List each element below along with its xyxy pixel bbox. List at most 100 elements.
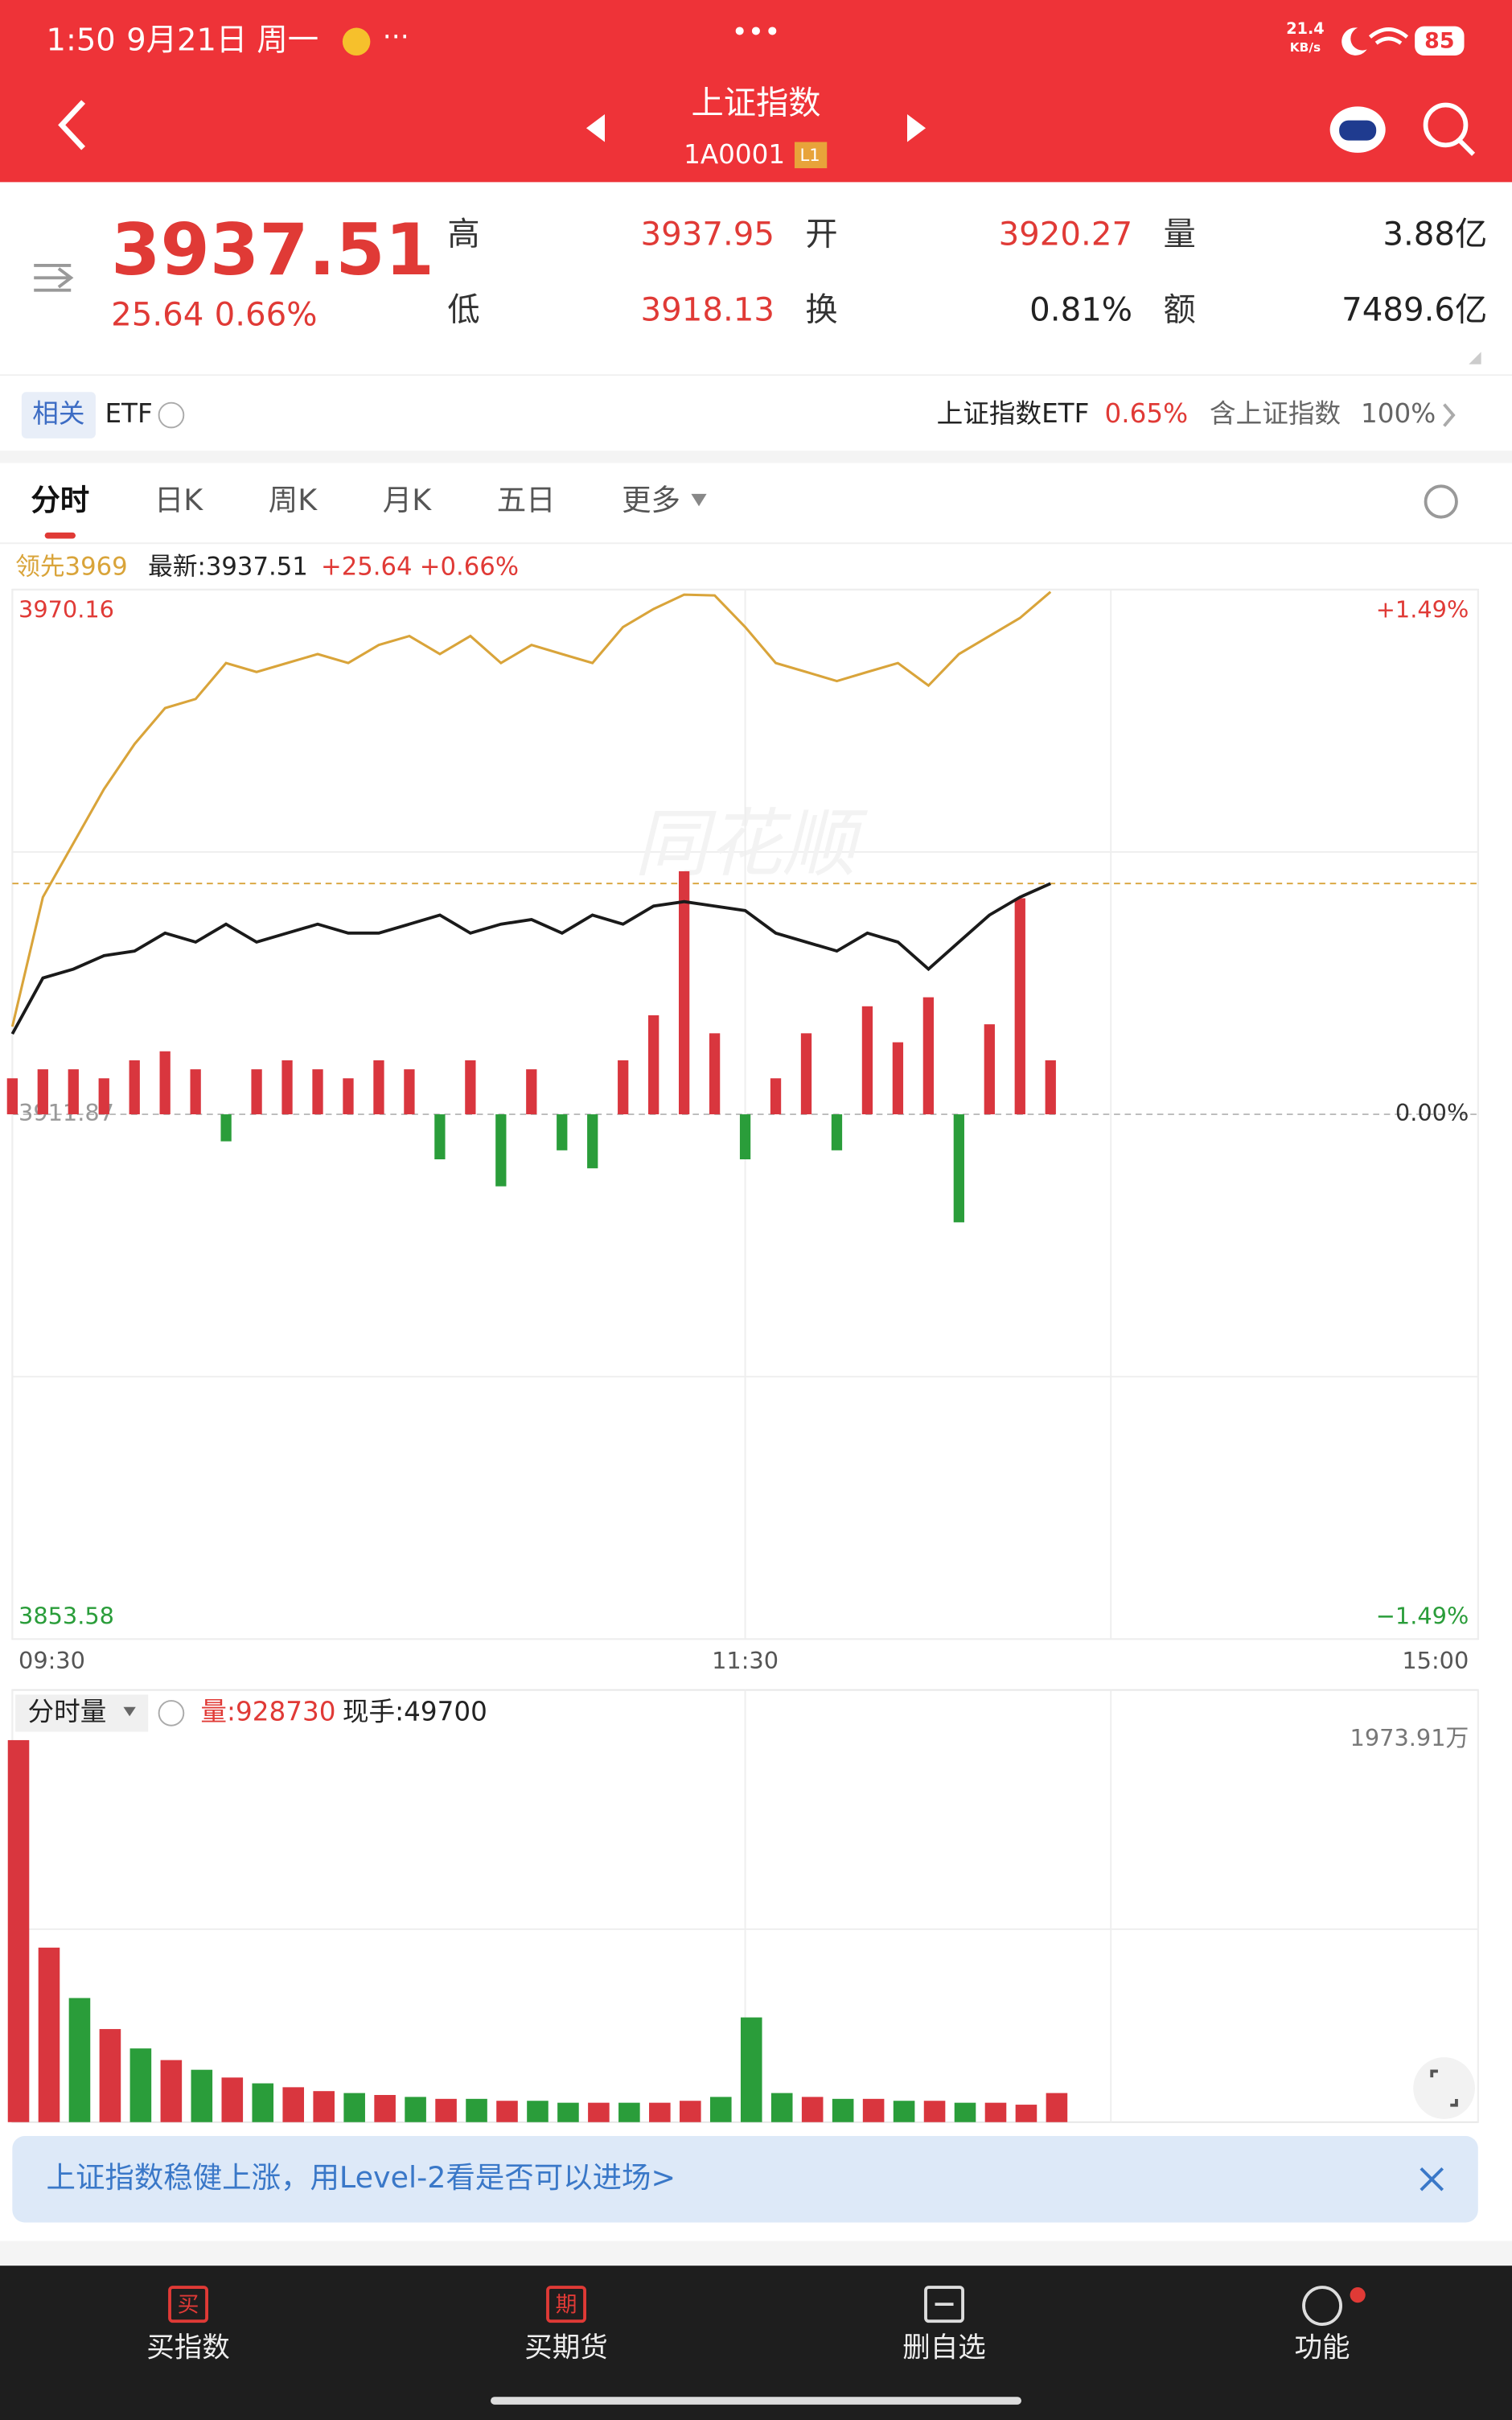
- volume-bar: [1015, 2105, 1037, 2122]
- selector-bg[interactable]: [15, 1694, 149, 1732]
- holding-value: 100%: [1361, 398, 1436, 429]
- volume-bar: [99, 2029, 121, 2122]
- volume-selector[interactable]: 分时量: [28, 1696, 107, 1727]
- strength-bar: [1014, 898, 1025, 1115]
- volume-bar: [557, 2102, 579, 2122]
- strength-bar: [465, 1060, 476, 1115]
- volume-bar: [618, 2102, 640, 2122]
- expand-icon: [1430, 2069, 1458, 2107]
- settings-icon[interactable]: [1424, 484, 1458, 519]
- stat-label: 换: [805, 292, 837, 329]
- tabs: 分时 日K 周K 月K 五日 更多: [31, 483, 707, 517]
- volume-bar: [374, 2095, 396, 2122]
- volume-bar: [709, 2097, 732, 2122]
- volume-bar: [343, 2093, 365, 2122]
- net-unit: KB/s: [1290, 40, 1321, 55]
- y-tick-label: 3970.16: [18, 596, 114, 624]
- strength-bar: [648, 1015, 659, 1115]
- strength-bar: [709, 1033, 721, 1115]
- volume-bar: [129, 2048, 152, 2122]
- search-handle: [1457, 138, 1476, 156]
- next-button[interactable]: [907, 113, 927, 142]
- banner-close[interactable]: [1420, 2167, 1444, 2192]
- strength-bar: [312, 1069, 323, 1115]
- menu-icon[interactable]: [34, 264, 74, 292]
- banner-text[interactable]: 上证指数稳健上涨，用Level-2看是否可以进场>: [47, 2160, 676, 2195]
- nav-icon-box: [546, 2286, 586, 2323]
- strength-bar: [922, 997, 935, 1115]
- tab-dropdown: [691, 493, 707, 507]
- robot-face: [1339, 120, 1377, 141]
- stat-value: 3937.95: [641, 216, 775, 253]
- volume-bar: [984, 2102, 1007, 2122]
- volume-bar: [252, 2083, 274, 2122]
- tab[interactable]: 周K: [269, 483, 318, 517]
- moon-icon: [1341, 27, 1367, 56]
- volume-bar: [38, 1947, 60, 2122]
- nav-label[interactable]: 删自选: [902, 2332, 986, 2364]
- volume-bar: [832, 2098, 854, 2122]
- wifi-icon: [1368, 27, 1409, 45]
- stat-label: 高: [447, 216, 479, 253]
- latest-label: 最新:3937.51: [148, 553, 308, 581]
- nav-label[interactable]: 买指数: [146, 2332, 230, 2364]
- banner-bg[interactable]: [12, 2136, 1478, 2223]
- volume-bar: [862, 2098, 885, 2122]
- volume-bar: [680, 2101, 701, 2122]
- volume-bar: [160, 2060, 183, 2122]
- tab[interactable]: 更多: [622, 483, 680, 517]
- battery: [1415, 26, 1465, 56]
- tab[interactable]: 分时: [31, 483, 89, 517]
- y-tick-label: 3853.58: [18, 1602, 114, 1629]
- volume-bar: [7, 1739, 30, 2122]
- strength-bar: [1045, 1060, 1056, 1115]
- plots: 3853.58 3911.87 3970.16 −1.49% 0.00% +1.49% 09…: [6, 588, 1479, 2122]
- chart-change-pct: +0.66%: [420, 553, 519, 581]
- tab[interactable]: 五日: [497, 483, 556, 517]
- strength-bar: [373, 1060, 384, 1115]
- etf-name[interactable]: 上证指数ETF: [937, 398, 1090, 429]
- help-icon[interactable]: [158, 1700, 185, 1727]
- section-gap: [0, 451, 1512, 463]
- volume-total: 量:928730: [200, 1696, 335, 1727]
- header-badge: L1: [800, 145, 820, 165]
- strength-bar: [37, 1069, 48, 1115]
- prev-button[interactable]: [585, 113, 605, 142]
- strength-bar: [68, 1069, 79, 1115]
- battery-level: 85: [1424, 28, 1454, 53]
- app-icon: [342, 27, 371, 56]
- volume-bar: [191, 2069, 213, 2122]
- stat-label: 低: [447, 292, 479, 329]
- volume-bar: [68, 1998, 91, 2122]
- nav-label[interactable]: 功能: [1295, 2332, 1350, 2364]
- volume-bar: [954, 2102, 976, 2122]
- stat-label: 开: [805, 216, 837, 253]
- tab[interactable]: 月K: [383, 483, 432, 517]
- strength-bar: [129, 1060, 140, 1115]
- badge-bg: [794, 142, 828, 169]
- tag-bg: [21, 392, 96, 438]
- price-line: [10, 882, 1051, 1035]
- x-tick-label: 15:00: [1402, 1647, 1469, 1674]
- nav-label[interactable]: 买期货: [524, 2332, 608, 2364]
- tab[interactable]: 日K: [154, 483, 203, 517]
- volume-bar: [496, 2101, 518, 2122]
- stat-label: 量: [1163, 216, 1195, 253]
- y2-tick-label: 0.00%: [1395, 1099, 1469, 1126]
- nav-icon: 买: [178, 2293, 199, 2318]
- nav-dot: [1350, 2287, 1366, 2303]
- volume-bar: [282, 2087, 305, 2122]
- strength-bar: [343, 1078, 354, 1115]
- expand-button[interactable]: [1413, 2057, 1475, 2119]
- tab-indicator: [44, 532, 76, 539]
- strength-bar: [495, 1114, 507, 1187]
- search-icon[interactable]: [1423, 102, 1469, 148]
- header-title: 上证指数: [691, 84, 820, 121]
- volume-bar: [435, 2098, 457, 2122]
- price-line: [10, 591, 1052, 1027]
- back-button[interactable]: [58, 100, 86, 150]
- help-icon[interactable]: [158, 401, 185, 429]
